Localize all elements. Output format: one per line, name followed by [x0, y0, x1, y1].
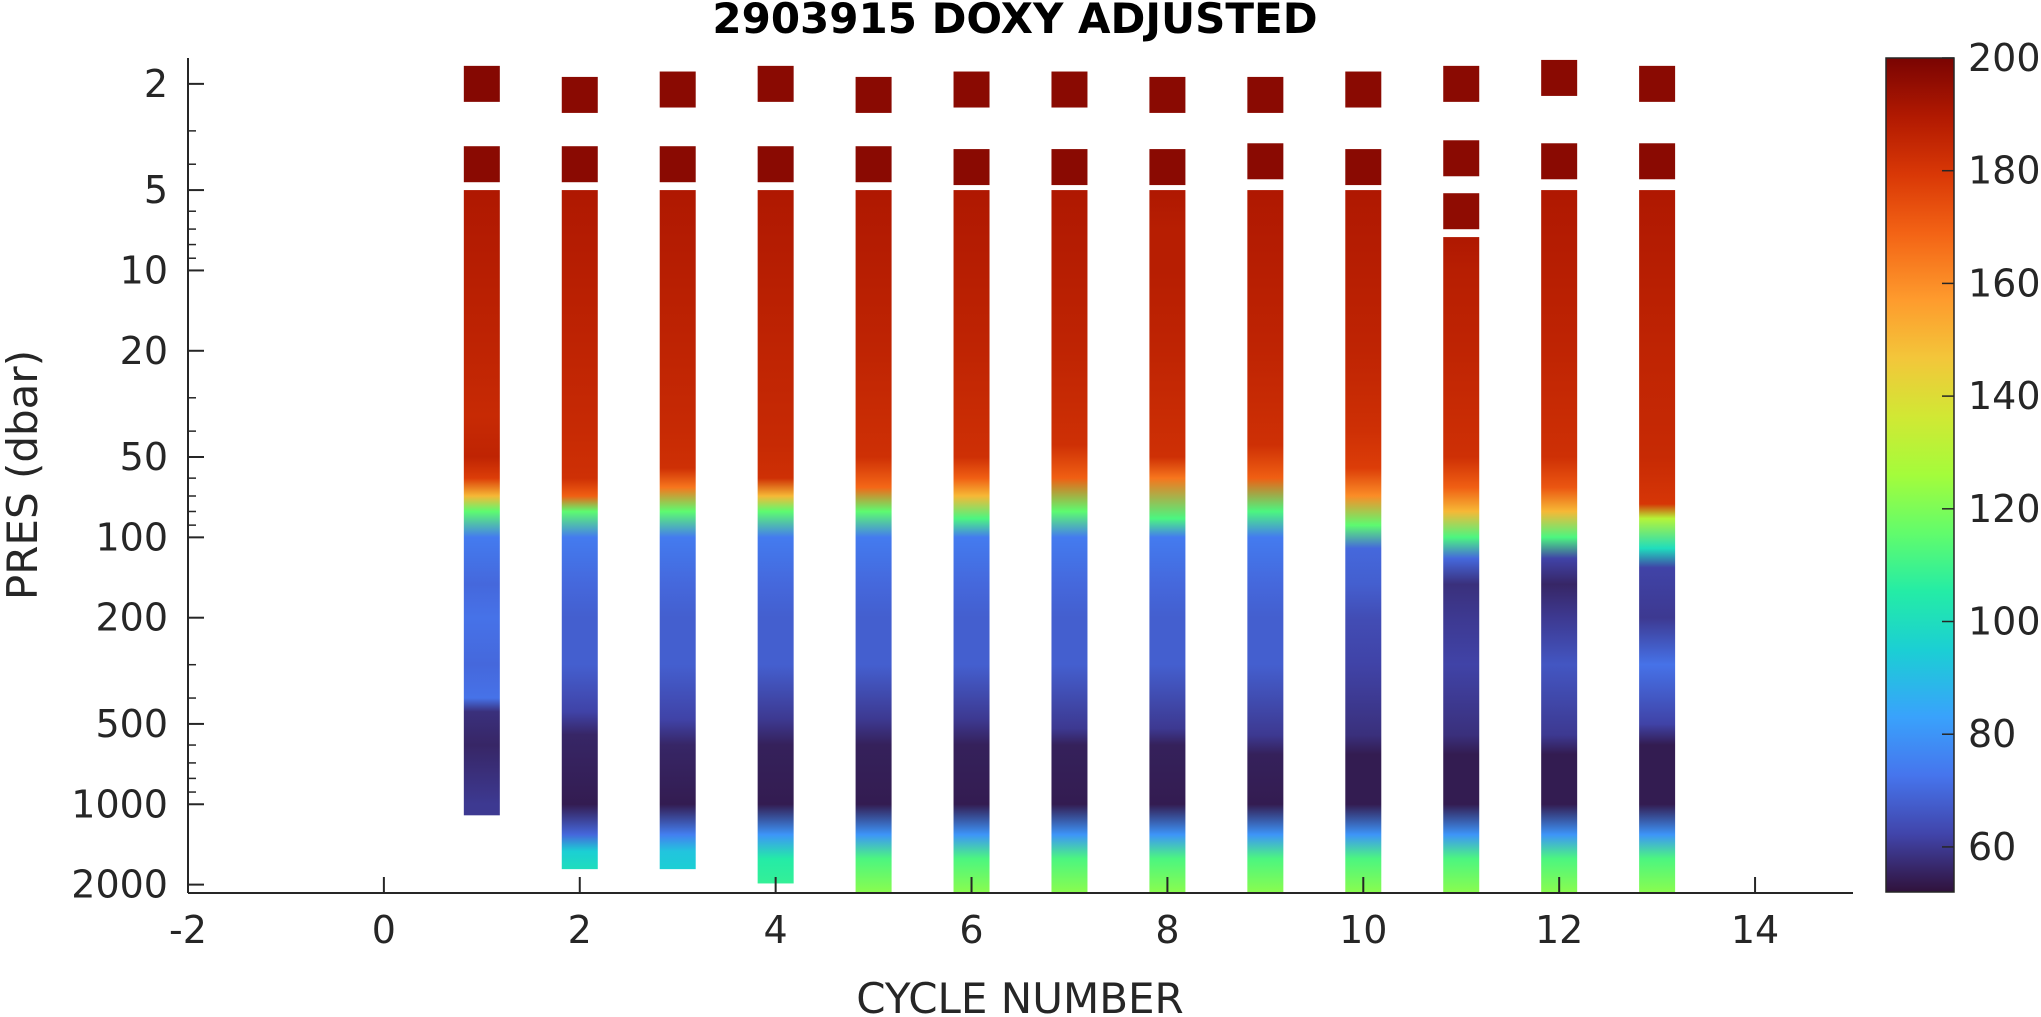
profile-column-12: [1541, 190, 1578, 893]
surface-sample-1-2: [463, 146, 500, 183]
colorbar: 60 80 100 120 140 160 180 200: [1885, 36, 2041, 893]
x-tick-label: 14: [1731, 908, 1779, 952]
surface-sample-10-1: [1345, 71, 1382, 108]
surface-sample-9-2: [1247, 143, 1284, 180]
profile-cycle-6: [953, 71, 990, 893]
x-tick-label: 0: [372, 908, 396, 952]
surface-sample-13-1: [1639, 65, 1676, 102]
y-tick-label: 2000: [71, 863, 168, 907]
profile-cycle-2: [561, 76, 598, 870]
profile-cycle-12: [1541, 59, 1578, 893]
colorbar-tick-label: 100: [1968, 600, 2041, 644]
profile-cycle-8: [1149, 76, 1186, 893]
profile-cycle-1: [463, 65, 500, 816]
surface-sample-9-1: [1247, 76, 1284, 113]
colorbar-tick-label: 140: [1968, 374, 2041, 418]
surface-sample-11-3: [1443, 193, 1480, 230]
surface-sample-11-1: [1443, 65, 1480, 102]
y-tick-label: 200: [95, 596, 168, 640]
surface-sample-4-2: [757, 146, 794, 183]
surface-sample-12-1: [1541, 59, 1578, 96]
x-tick-label: 4: [764, 908, 788, 952]
surface-sample-10-2: [1345, 149, 1382, 186]
y-axis-label: PRES (dbar): [0, 350, 47, 600]
surface-sample-2-2: [561, 146, 598, 183]
x-tick-label: 8: [1155, 908, 1179, 952]
profile-cycle-4: [757, 65, 794, 884]
x-tick-label: 12: [1535, 908, 1583, 952]
y-tick-label: 1000: [71, 782, 168, 826]
y-tick-label: 5: [144, 168, 168, 212]
profile-cycle-13: [1639, 65, 1676, 893]
surface-sample-8-1: [1149, 76, 1186, 113]
surface-sample-4-1: [757, 65, 794, 102]
y-tick-label: 20: [120, 329, 168, 373]
y-tick-label: 500: [95, 702, 168, 746]
colorbar-tick-label: 120: [1968, 487, 2041, 531]
colorbar-tick-label: 60: [1968, 825, 2016, 869]
surface-sample-8-2: [1149, 149, 1186, 186]
surface-sample-3-1: [659, 71, 696, 108]
profiles-layer: [463, 59, 1676, 894]
profile-column-3: [659, 190, 696, 870]
surface-sample-1-1: [463, 65, 500, 102]
surface-sample-3-2: [659, 146, 696, 183]
surface-sample-13-2: [1639, 143, 1676, 180]
y-tick-label: 10: [120, 248, 168, 292]
profile-column-9: [1247, 190, 1284, 893]
profile-cycle-11: [1443, 65, 1480, 894]
profile-column-11: [1443, 237, 1480, 894]
x-tick-label: 10: [1339, 908, 1387, 952]
surface-sample-12-2: [1541, 143, 1578, 180]
colorbar-tick-label: 160: [1968, 261, 2041, 305]
profile-cycle-3: [659, 71, 696, 870]
profile-column-5: [855, 190, 892, 893]
y-tick-label: 100: [95, 515, 168, 559]
x-axis-label: CYCLE NUMBER: [856, 974, 1184, 1017]
colorbar-tick-label: 180: [1968, 149, 2041, 193]
colorbar-gradient: [1885, 57, 1955, 893]
profile-cycle-9: [1247, 76, 1284, 893]
colorbar-tick-label: 200: [1968, 36, 2041, 80]
surface-sample-7-1: [1051, 71, 1088, 108]
profile-column-2: [561, 190, 598, 870]
surface-sample-6-2: [953, 149, 990, 186]
profile-column-10: [1345, 190, 1382, 893]
x-tick-label: -2: [169, 908, 207, 952]
surface-sample-11-2: [1443, 140, 1480, 177]
surface-sample-6-1: [953, 71, 990, 108]
axes: -2 0 2 4 6 8 10 12 14 2 5 10 20 50 100 200 500 1000 2000: [71, 58, 1853, 952]
profile-cycle-10: [1345, 71, 1382, 893]
profile-column-13: [1639, 190, 1676, 893]
surface-sample-5-1: [855, 76, 892, 113]
y-tick-label: 50: [120, 435, 168, 479]
y-tick-label: 2: [144, 62, 168, 106]
profile-column-7: [1051, 190, 1088, 893]
chart-title: 2903915 DOXY ADJUSTED: [712, 0, 1317, 43]
x-tick-label: 6: [959, 908, 983, 952]
profile-cycle-7: [1051, 71, 1088, 893]
profile-column-1: [463, 190, 500, 816]
colorbar-ticks: 60 80 100 120 140 160 180 200: [1942, 36, 2041, 869]
profile-column-8: [1149, 190, 1186, 893]
surface-sample-5-2: [855, 146, 892, 183]
x-tick-label: 2: [568, 908, 592, 952]
surface-sample-7-2: [1051, 149, 1088, 186]
surface-sample-2-1: [561, 76, 598, 113]
profile-cycle-5: [855, 76, 892, 893]
profile-column-6: [953, 190, 990, 893]
profile-column-4: [757, 190, 794, 884]
colorbar-tick-label: 80: [1968, 712, 2016, 756]
